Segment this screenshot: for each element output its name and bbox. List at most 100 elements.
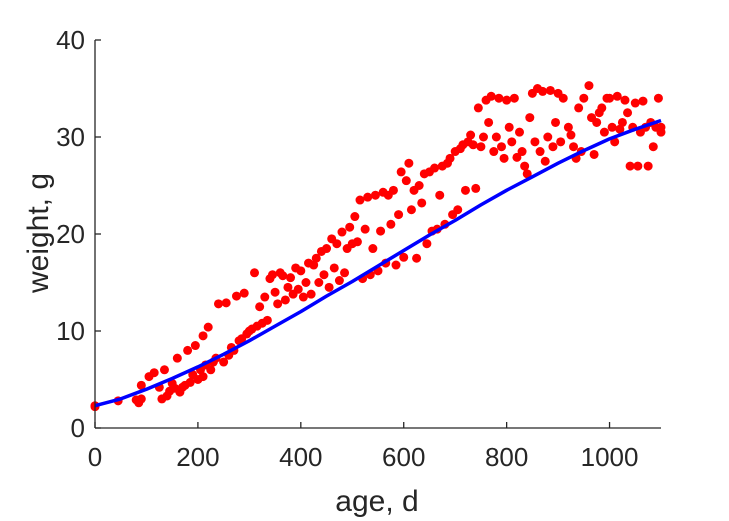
data-point bbox=[136, 380, 146, 390]
data-point bbox=[625, 161, 635, 171]
data-point bbox=[512, 152, 522, 162]
data-point bbox=[592, 117, 602, 127]
data-point bbox=[370, 190, 380, 200]
x-tick-label: 600 bbox=[382, 442, 425, 472]
data-point bbox=[363, 192, 373, 202]
data-point bbox=[496, 142, 506, 152]
data-point bbox=[499, 153, 509, 163]
y-tick-label: 30 bbox=[56, 122, 85, 152]
data-point bbox=[545, 85, 555, 95]
y-axis-label: weight, g bbox=[22, 173, 55, 294]
data-point bbox=[617, 117, 627, 127]
data-point bbox=[278, 271, 288, 281]
data-point bbox=[159, 365, 169, 375]
data-point bbox=[453, 205, 463, 215]
data-point bbox=[525, 113, 535, 123]
data-point bbox=[355, 195, 365, 205]
data-point bbox=[643, 161, 653, 171]
data-point bbox=[149, 368, 159, 378]
data-point bbox=[468, 140, 478, 150]
data-point bbox=[502, 95, 512, 105]
data-point bbox=[386, 219, 396, 229]
data-point bbox=[653, 93, 663, 103]
data-point bbox=[232, 291, 241, 301]
data-point bbox=[404, 158, 414, 168]
data-point bbox=[556, 137, 566, 147]
data-point bbox=[198, 331, 208, 341]
data-point bbox=[471, 183, 481, 193]
data-point bbox=[607, 122, 617, 132]
x-tick-label: 200 bbox=[176, 442, 219, 472]
data-point bbox=[314, 278, 324, 287]
data-point bbox=[185, 377, 195, 387]
data-point bbox=[250, 268, 260, 278]
data-point bbox=[414, 181, 424, 190]
x-axis-label: age, d bbox=[335, 485, 418, 518]
data-point bbox=[435, 190, 445, 200]
data-point bbox=[255, 302, 265, 312]
data-point bbox=[615, 124, 625, 134]
data-point bbox=[460, 185, 470, 195]
data-point bbox=[350, 212, 360, 222]
data-point bbox=[183, 345, 193, 355]
data-point bbox=[486, 91, 496, 101]
data-point bbox=[273, 299, 283, 309]
data-point bbox=[306, 289, 316, 299]
data-point bbox=[563, 122, 573, 132]
data-point bbox=[298, 292, 308, 302]
data-point bbox=[324, 282, 334, 292]
data-point bbox=[136, 394, 146, 404]
data-point bbox=[198, 372, 208, 382]
data-point bbox=[589, 149, 599, 159]
data-point bbox=[337, 227, 347, 237]
data-point bbox=[396, 167, 406, 177]
data-point bbox=[391, 260, 401, 270]
data-point bbox=[262, 315, 272, 325]
data-point bbox=[352, 237, 362, 247]
data-point bbox=[394, 210, 404, 220]
data-point bbox=[476, 142, 486, 152]
data-point bbox=[206, 365, 216, 375]
data-point bbox=[504, 122, 514, 132]
data-point bbox=[507, 137, 517, 147]
data-point bbox=[597, 103, 607, 113]
data-point bbox=[172, 353, 182, 363]
data-point bbox=[551, 117, 561, 127]
data-point bbox=[260, 292, 270, 302]
data-point bbox=[520, 161, 530, 171]
data-point bbox=[311, 253, 321, 263]
data-point bbox=[309, 260, 319, 270]
axes: 0 200 400 600 800 1000 0 10 20 30 40 bbox=[56, 25, 661, 472]
y-tick-label: 20 bbox=[56, 219, 85, 249]
data-point bbox=[334, 276, 344, 286]
data-point bbox=[535, 147, 545, 157]
data-point bbox=[368, 244, 378, 254]
data-point bbox=[239, 288, 249, 298]
data-point bbox=[221, 298, 231, 308]
x-tick-label: 800 bbox=[485, 442, 528, 472]
data-point bbox=[478, 132, 488, 142]
data-point bbox=[301, 278, 311, 287]
data-point bbox=[322, 244, 332, 254]
data-point bbox=[445, 153, 455, 163]
data-point bbox=[345, 222, 355, 232]
data-point bbox=[473, 103, 483, 113]
data-point bbox=[360, 224, 370, 234]
data-point bbox=[401, 176, 411, 186]
data-point bbox=[538, 86, 548, 96]
data-point bbox=[612, 91, 622, 101]
data-point bbox=[548, 142, 558, 152]
data-point bbox=[569, 142, 579, 152]
data-point bbox=[574, 103, 584, 113]
data-point bbox=[270, 287, 280, 297]
data-point bbox=[417, 198, 427, 208]
data-point bbox=[522, 169, 532, 179]
data-point bbox=[412, 253, 422, 263]
data-point bbox=[491, 132, 501, 142]
data-point bbox=[489, 147, 499, 157]
data-point bbox=[558, 93, 568, 103]
data-point bbox=[517, 147, 527, 157]
data-point bbox=[319, 270, 329, 280]
data-point bbox=[422, 239, 432, 249]
